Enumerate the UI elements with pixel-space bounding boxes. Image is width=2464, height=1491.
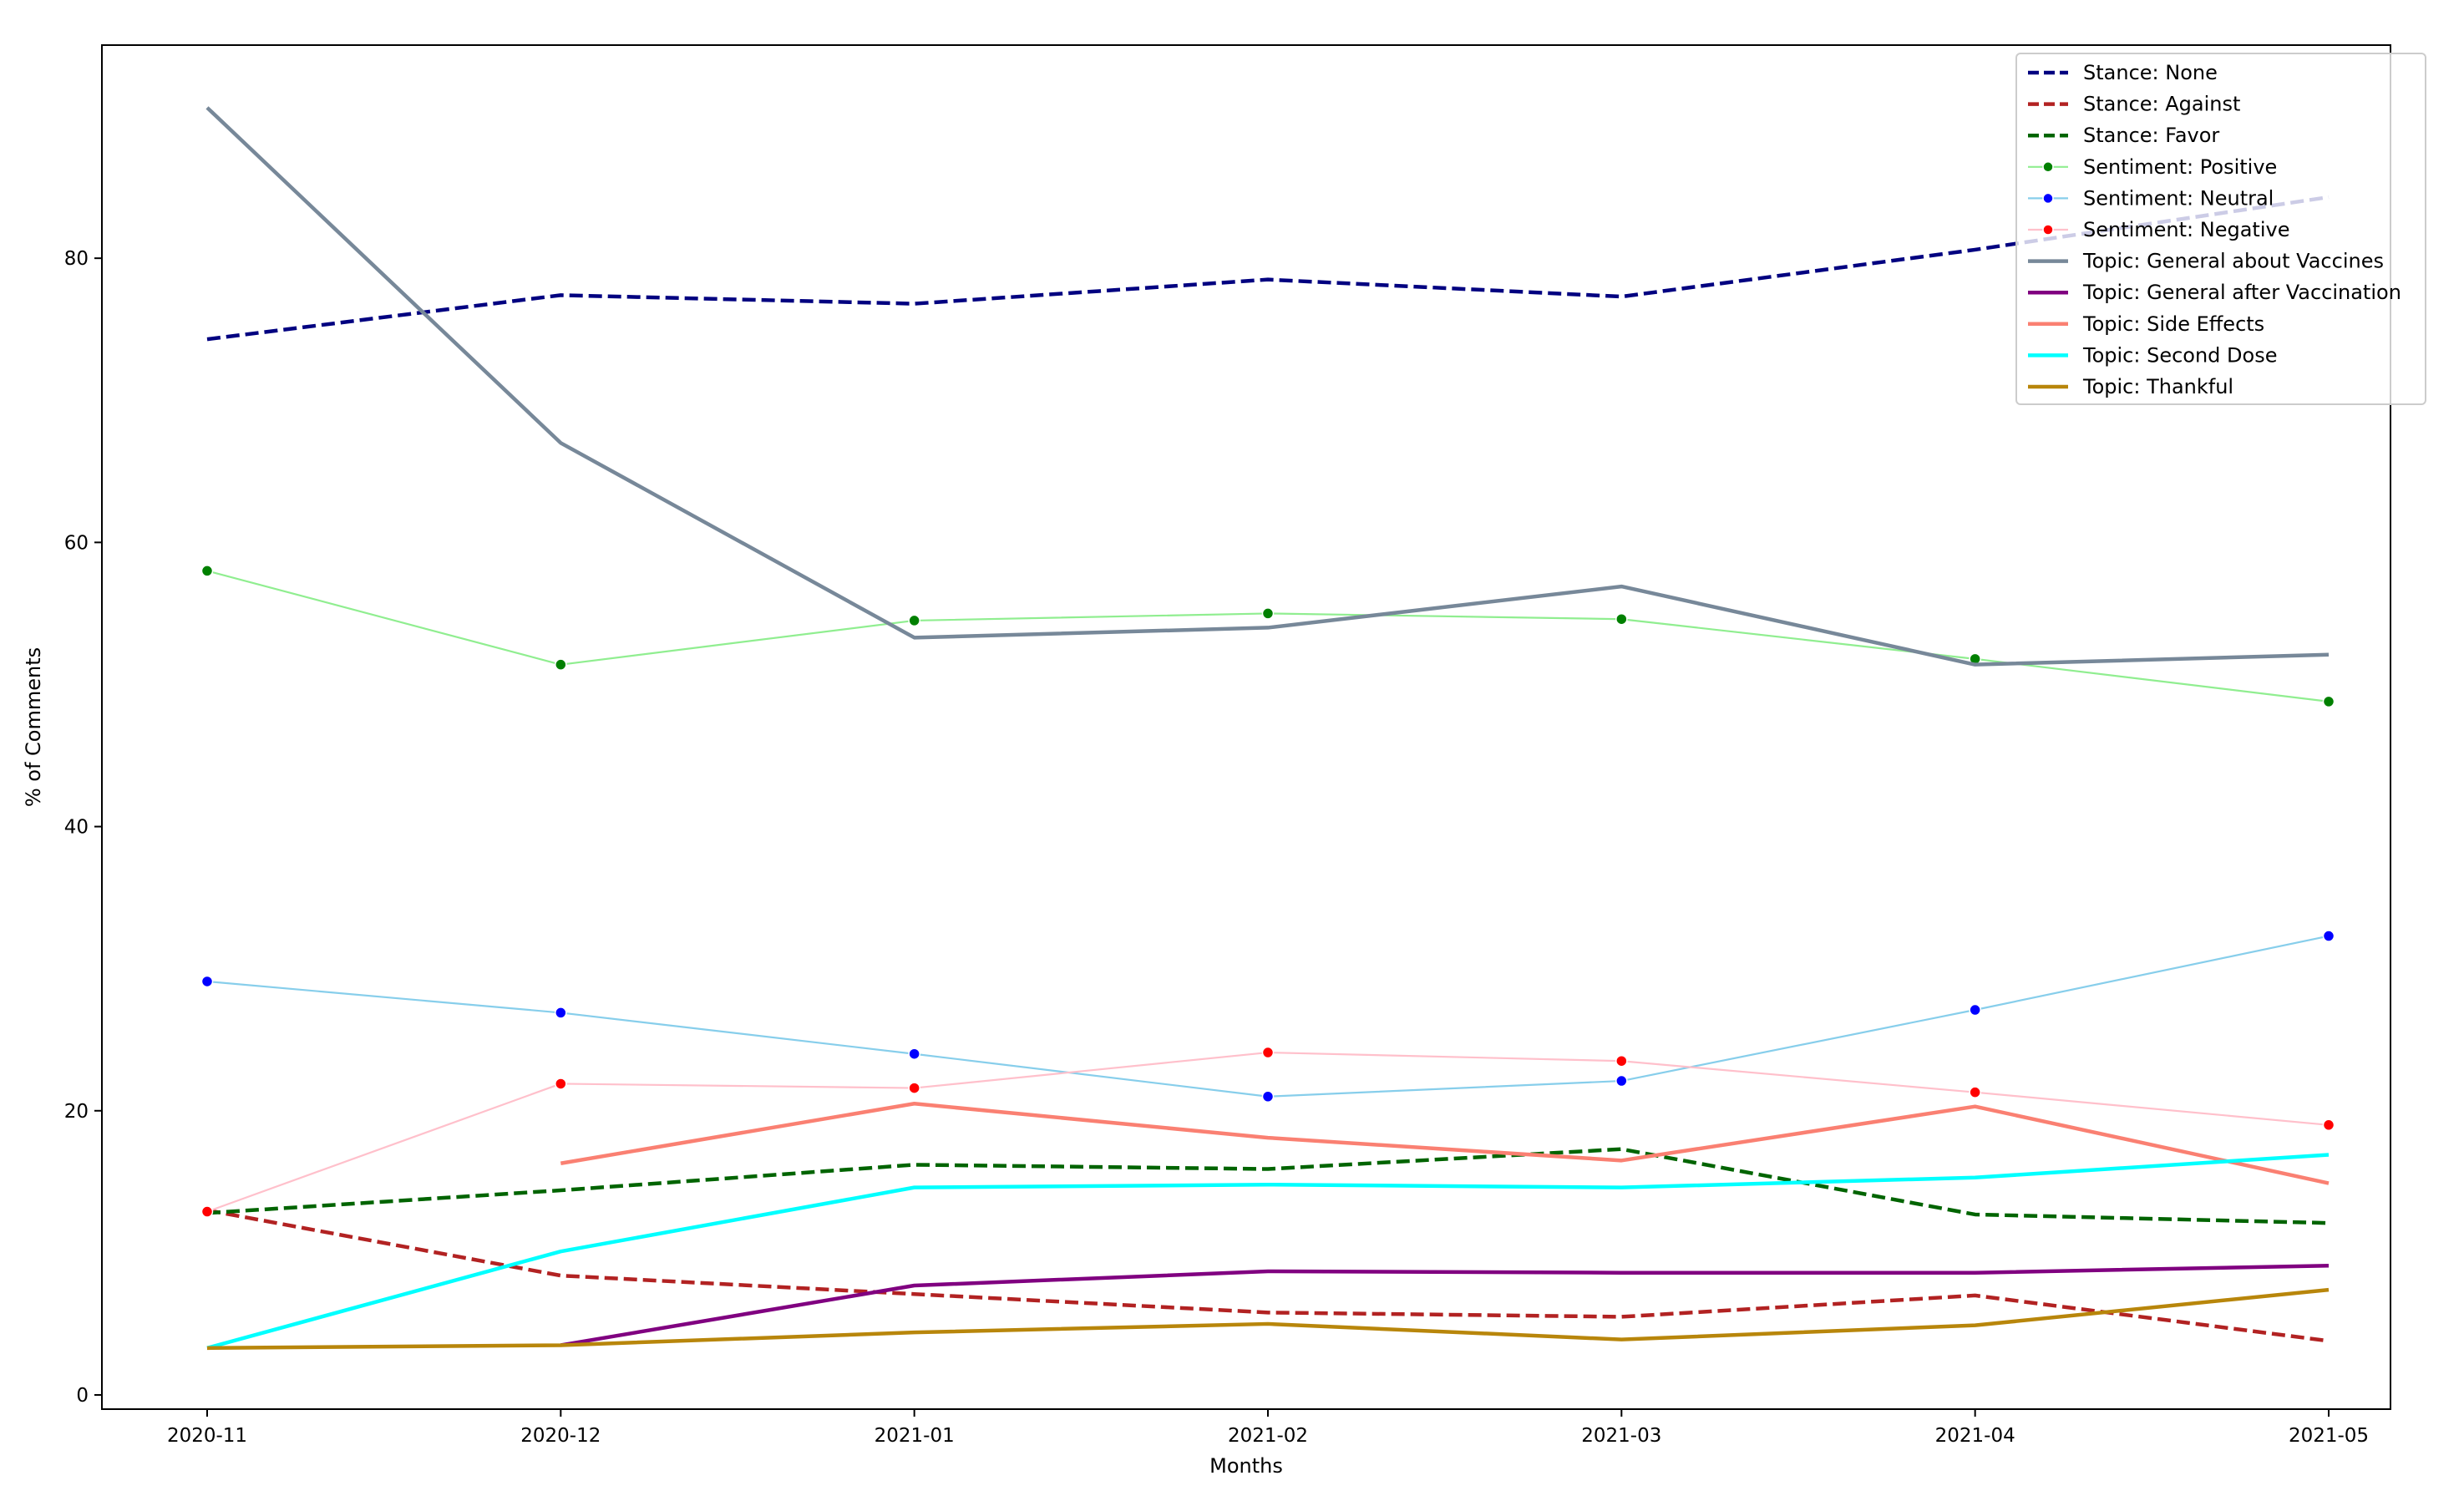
legend-marker: [2042, 161, 2054, 173]
data-point-sentiment-neutral: [2322, 930, 2335, 942]
legend-label: Topic: Side Effects: [2082, 312, 2264, 336]
legend-label: Stance: Against: [2083, 93, 2240, 116]
series-line-stance-none: [206, 195, 2330, 342]
axes: 2020-11 2020-12 2021-01 2021-02 2021-03 2021-…: [64, 248, 2369, 1447]
data-point-sentiment-neutral: [1261, 1090, 1275, 1103]
y-axis-label: % of Comments: [22, 647, 45, 807]
plot-area-frame: [101, 44, 2391, 1410]
series-line-stance-against: [206, 1208, 2330, 1343]
data-point-sentiment-negative: [555, 1078, 567, 1090]
legend: Stance: None Stance: Against Stance: Favor…: [2015, 53, 2426, 405]
legend-label: Topic: Second Dose: [2082, 343, 2277, 367]
legend-label: Topic: Thankful: [2082, 375, 2233, 398]
x-tick-label: 2021-03: [1581, 1425, 1661, 1447]
data-point-sentiment-negative: [908, 1082, 920, 1094]
data-point-sentiment-neutral: [555, 1007, 567, 1019]
y-tick-label: 0: [76, 1385, 89, 1407]
x-tick-label: 2021-01: [875, 1425, 955, 1447]
data-point-sentiment-positive: [908, 614, 920, 627]
series-line-topic-general-after-vaccination: [560, 1263, 2330, 1347]
data-point-sentiment-negative: [2322, 1118, 2335, 1132]
legend-label: Topic: General about Vaccines: [2082, 250, 2384, 273]
legend-label: Stance: Favor: [2083, 124, 2219, 147]
x-tick-label: 2021-02: [1228, 1425, 1308, 1447]
legend-box: [2015, 53, 2426, 405]
x-tick-label: 2020-11: [167, 1425, 247, 1447]
data-point-sentiment-neutral: [1969, 1003, 1981, 1017]
series-line-topic-side-effects: [560, 1102, 2330, 1185]
legend-label: Stance: None: [2083, 61, 2218, 84]
legend-label: Sentiment: Neutral: [2083, 186, 2274, 210]
y-tick-label: 80: [64, 248, 89, 270]
data-point-sentiment-positive: [2322, 695, 2335, 708]
data-point-sentiment-neutral: [1615, 1074, 1628, 1088]
y-tick-label: 60: [64, 532, 89, 554]
data-point-sentiment-neutral: [200, 975, 214, 988]
series-line-stance-favor: [206, 1147, 2330, 1225]
data-point-sentiment-negative: [1261, 1046, 1275, 1059]
data-point-sentiment-positive: [1261, 607, 1275, 620]
legend-label: Sentiment: Negative: [2083, 218, 2289, 241]
data-point-sentiment-neutral: [908, 1047, 920, 1060]
x-tick-label: 2021-05: [2289, 1425, 2369, 1447]
x-tick-label: 2021-04: [1935, 1425, 2015, 1447]
data-point-sentiment-negative: [1615, 1054, 1628, 1068]
series-line-topic-thankful: [206, 1287, 2330, 1351]
legend-marker: [2042, 224, 2054, 236]
x-tick-label: 2020-12: [520, 1425, 601, 1447]
y-tick-label: 40: [64, 817, 89, 839]
data-point-sentiment-positive: [1615, 612, 1628, 626]
legend-label: Topic: General after Vaccination: [2082, 281, 2401, 304]
data-point-sentiment-negative: [1969, 1086, 1981, 1098]
x-axis-label: Months: [1209, 1454, 1283, 1478]
series-line-topic-second-dose: [206, 1153, 2330, 1351]
data-point-sentiment-positive: [555, 658, 567, 671]
series-line-topic-general-about-vaccines: [205, 106, 2330, 667]
legend-marker: [2042, 192, 2054, 205]
data-point-sentiment-negative: [200, 1205, 214, 1218]
y-tick-label: 20: [64, 1101, 89, 1123]
series-layer: [200, 106, 2335, 1351]
data-point-sentiment-positive: [200, 565, 214, 577]
legend-label: Sentiment: Positive: [2083, 155, 2277, 179]
